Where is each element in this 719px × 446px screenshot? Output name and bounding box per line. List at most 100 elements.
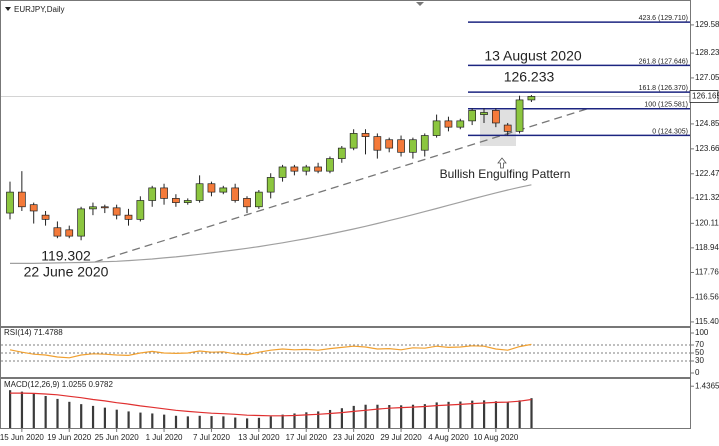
macd-bar [317,411,320,428]
candle-body [515,99,524,132]
macd-bar [80,404,83,428]
y-tick-label: 116.565 [695,293,719,302]
candle-body [444,120,453,128]
candle-body [266,177,275,193]
y-tick-label: 50 [695,348,704,357]
candle-body [112,207,121,216]
candle-body [290,166,299,172]
candle-body [480,112,488,115]
candle-body [373,136,382,151]
candle-body [29,204,38,212]
fib-label: 0 (124.305) [652,128,688,135]
y-tick-label: 1.4365 [695,381,719,390]
y-tick-label: 128.235 [695,48,719,57]
shift-marker [416,2,424,6]
candle-body [302,166,311,172]
candle-body [243,198,251,208]
macd-bar [44,396,47,428]
macd-bar [305,412,308,428]
x-tick-label: 13 Jul 2020 [238,433,280,442]
macd-bar [91,405,95,428]
x-tick-label: 15 Jun 2020 [0,433,44,442]
candle-body [503,124,512,132]
macd-bar [459,401,462,428]
macd-bar [222,416,225,428]
y-tick-label: 118.940 [695,243,719,252]
y-tick-label: 100 [695,328,709,337]
candle-body [77,208,85,237]
macd-bar [293,413,296,428]
fib-label: 100 (125.581) [644,102,688,109]
macd-title: MACD(12,26,9) 1.0255 0.9782 [4,380,114,389]
candle-body [456,120,465,128]
macd-bar [127,411,130,428]
y-tick-label: 124.855 [695,119,719,128]
macd-bar [400,405,403,428]
candle-body [326,158,334,172]
macd-bar [364,404,367,428]
macd-bar [471,400,474,428]
macd-bar [257,417,261,428]
candle-body [409,139,417,153]
candle-body [195,183,204,201]
y-tick-label: 70 [695,340,704,349]
candle-body [397,139,405,153]
macd-bar [20,391,24,428]
macd-bar [340,408,343,428]
x-tick-label: 19 Jun 2020 [47,433,92,442]
fib-label: 161.8 (126.370) [639,85,688,92]
candle-body [278,166,287,178]
candle-body [349,133,358,149]
menu-triangle [5,7,11,11]
macd-pane [0,378,691,429]
candle-body [148,187,157,201]
candle-body [100,206,109,209]
candle-body [41,214,50,220]
candle-body [65,229,74,237]
macd-bar [388,405,391,428]
y-tick-label: 123.665 [695,144,719,153]
annotation: 126.233 [504,69,555,85]
macd-bar [447,401,450,428]
x-tick-label: 23 Jul 2020 [333,433,375,442]
fib-label: 423.6 (129.710) [639,15,688,22]
candle-body [18,191,26,208]
macd-bar [9,390,12,428]
signal-line [10,392,532,417]
candle-body [314,166,322,172]
macd-bar [376,404,379,428]
x-tick-label: 25 Jun 2020 [95,433,140,442]
candle-body [255,191,263,208]
fib-label: 261.8 (127.646) [639,58,688,65]
candle-body [337,147,346,159]
macd-bar [494,401,498,428]
annotation: 22 June 2020 [24,264,109,280]
candle-body [183,200,192,203]
candle-body [172,198,180,203]
candle-body [492,110,500,124]
macd-bar [423,404,426,428]
macd-bar [198,415,201,428]
macd-bar [115,409,118,428]
candle-body [361,133,370,137]
candle-body [420,135,429,151]
arrow-icon [497,157,507,169]
last-price-label: 126.165 [692,92,719,101]
y-tick-label: 0 [695,368,700,377]
y-tick-label: 129.580 [695,20,719,29]
macd-bar [174,415,178,428]
candle-body [207,183,216,193]
y-tick-label: 121.320 [695,193,719,202]
x-tick-label: 1 Jul 2020 [146,433,183,442]
macd-bar [246,418,249,428]
macd-bar [163,414,166,428]
main-pane [0,0,691,327]
candle-body [53,227,62,237]
x-tick-label: 17 Jul 2020 [286,433,328,442]
candle-body [219,187,228,193]
rsi-title: RSI(14) 71.4788 [4,328,63,337]
macd-bar [68,401,71,428]
y-tick-label: 117.765 [695,268,719,277]
y-tick-label: 120.110 [695,218,719,227]
x-tick-label: 4 Aug 2020 [428,433,469,442]
